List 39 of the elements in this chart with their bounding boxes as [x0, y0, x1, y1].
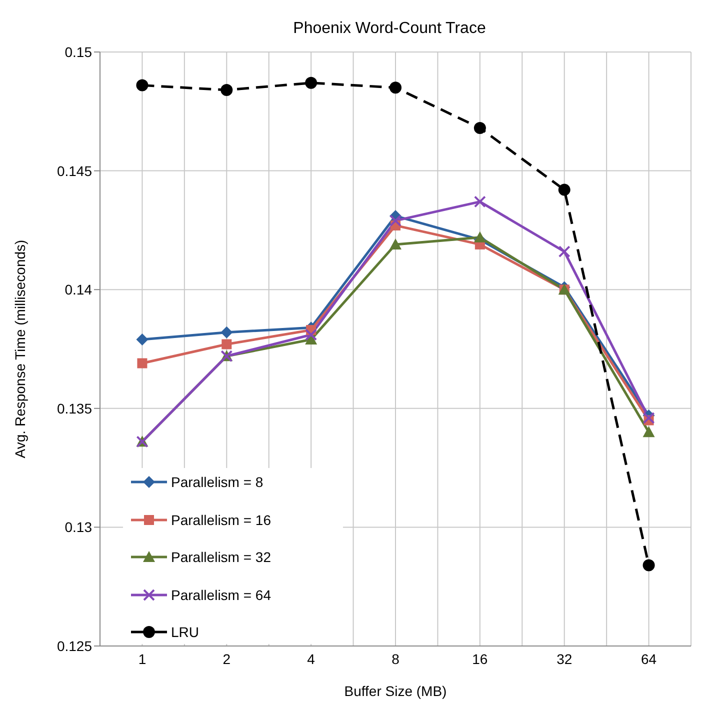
x-tick-label: 16: [472, 650, 488, 667]
legend-label: Parallelism = 32: [171, 549, 271, 565]
chart-title: Phoenix Word-Count Trace: [292, 20, 487, 38]
x-tick-label: 2: [222, 650, 231, 667]
point: [220, 326, 233, 338]
legend-label: LRU: [171, 624, 200, 640]
y-tick-label: 0.15: [64, 44, 92, 60]
y-tick-label: 0.125: [56, 638, 92, 654]
point: [558, 184, 570, 196]
legend-label: Parallelism = 16: [171, 512, 271, 528]
point: [136, 79, 148, 92]
point: [137, 358, 148, 368]
point: [390, 82, 402, 94]
legend-label: Parallelism = 8: [171, 474, 264, 490]
point: [390, 214, 402, 227]
point: [220, 84, 233, 96]
y-tick-label: 0.14: [64, 282, 92, 298]
point: [474, 231, 486, 242]
point: [390, 238, 402, 250]
point: [222, 339, 232, 350]
y-tick-label: 0.13: [64, 519, 92, 536]
point: [642, 426, 655, 438]
point: [305, 76, 318, 89]
point: [642, 559, 655, 572]
legend-label: Parallelism = 64: [171, 586, 271, 602]
point: [136, 333, 148, 346]
x-tick-label: 8: [392, 650, 400, 667]
point: [474, 196, 486, 208]
x-tick-label: 32: [556, 650, 572, 667]
point: [305, 328, 318, 341]
x-tick-label: 4: [307, 650, 316, 667]
point: [474, 122, 486, 134]
y-tick-label: 0.145: [56, 162, 92, 179]
x-tick-label: 64: [640, 650, 657, 667]
y-tick-label: 0.135: [56, 400, 92, 416]
point: [558, 246, 570, 258]
y-axis-title: Avg. Response Time (milliseconds): [12, 240, 28, 458]
x-tick-label: 1: [138, 650, 146, 667]
x-axis-title: Buffer Size (MB): [344, 683, 447, 699]
